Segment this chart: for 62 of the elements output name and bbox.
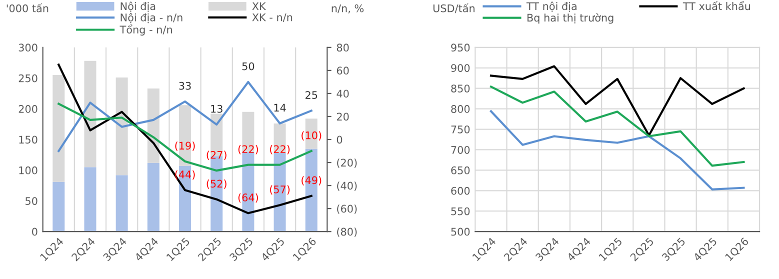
bar (147, 162, 160, 232)
y-tick-label: 950 (451, 44, 470, 52)
y2-tick-label: 40 (336, 90, 349, 98)
y2-tick-label: 20 (336, 112, 349, 121)
y-tick-label: 800 (451, 105, 470, 113)
y2-tick-label: 0 (336, 136, 342, 144)
data-label: (57) (270, 185, 290, 195)
data-label: (22) (238, 145, 258, 154)
bar (116, 175, 128, 232)
legend-label: Nội địa (120, 2, 156, 12)
data-label: (44) (175, 170, 195, 180)
data-label: (52) (206, 180, 226, 189)
line-series (490, 110, 745, 190)
y-axis-title: '000 tấn (6, 3, 48, 12)
data-label: 13 (211, 104, 222, 113)
y-tick-label: 50 (26, 197, 38, 205)
y-tick-label: 500 (451, 228, 470, 236)
bar (116, 78, 128, 176)
data-label: 33 (179, 82, 191, 90)
data-label: (22) (270, 145, 290, 154)
y-axis-title: USD/tấn (433, 3, 474, 14)
bar (84, 60, 96, 168)
y-tick-label: 100 (19, 166, 38, 174)
data-label: (10) (302, 131, 322, 140)
data-label: (64) (238, 193, 258, 203)
legend-label: TT nội địa (526, 2, 576, 12)
data-label: (27) (206, 150, 226, 160)
y-tick-label: 600 (451, 186, 470, 195)
y-tick-label: 300 (18, 44, 38, 52)
y-tick-label: 150 (19, 136, 38, 144)
y2-tick-label: (80) (337, 228, 357, 237)
data-label: (49) (302, 176, 322, 186)
y2-tick-label: (60) (337, 204, 357, 214)
y-tick-label: 250 (18, 74, 38, 82)
y2-tick-label: 80 (336, 44, 349, 52)
y-tick-label: 200 (18, 105, 38, 113)
y-tick-label: 850 (451, 84, 470, 92)
y-tick-label: 900 (451, 64, 470, 72)
bar (52, 75, 65, 182)
legend-label: Tổng - n/n (120, 24, 172, 36)
line-series (490, 86, 745, 167)
y2-axis-title: n/n, % (332, 4, 364, 14)
data-label: (19) (175, 142, 195, 151)
y-tick-label: 750 (451, 125, 470, 134)
y-tick-label: 550 (451, 207, 470, 216)
y2-tick-label: 60 (336, 66, 349, 75)
legend-label: XK (252, 2, 266, 10)
y2-tick-label: (40) (337, 182, 357, 191)
data-label: 25 (306, 91, 318, 99)
legend-label: Bq hai thị trường (528, 13, 614, 24)
line-series (490, 65, 745, 136)
data-label: 50 (242, 62, 254, 70)
data-label: 14 (274, 104, 286, 112)
legend-label: TT xuất khẩu (682, 0, 750, 10)
y-tick-label: 650 (451, 166, 470, 174)
bar (52, 182, 65, 232)
y2-tick-label: (20) (337, 158, 357, 168)
bar (84, 167, 96, 232)
y-tick-label: 700 (451, 146, 470, 154)
legend-label: XK - n/n (252, 13, 292, 22)
legend-label: Nội địa - n/n (120, 12, 182, 24)
y-tick-label: 0 (32, 228, 38, 236)
